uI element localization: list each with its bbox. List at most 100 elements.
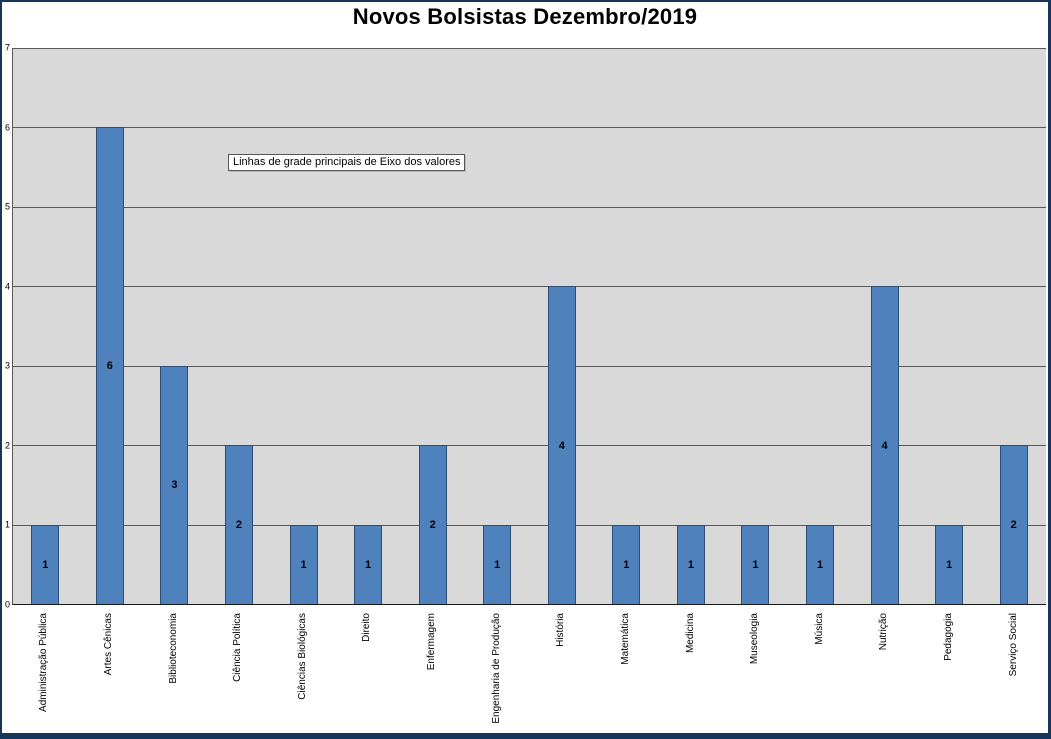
data-label: 2	[235, 519, 243, 532]
x-label-slot: Ciências Biológicas	[271, 606, 336, 733]
bar-slot: 4	[530, 48, 595, 604]
bar-slot: 4	[852, 48, 917, 604]
bar[interactable]: 1	[354, 524, 383, 604]
data-label: 4	[881, 439, 888, 452]
data-label: 1	[946, 558, 953, 571]
y-tick-label: 3	[4, 360, 10, 371]
data-label: 1	[365, 558, 372, 571]
y-tick-label: 5	[4, 201, 10, 212]
x-axis-category-label: Nutrição	[878, 613, 890, 651]
x-label-slot: Museologia	[723, 606, 788, 733]
x-axis-category-label: Museologia	[749, 613, 761, 665]
x-axis-category-label: Música	[813, 613, 825, 645]
bar-slot: 1	[723, 48, 788, 604]
bars-row: 1 6 3 2 1 1 2 1 4 1 1 1 1 4 1 2	[13, 48, 1046, 604]
x-label-slot: Enfermagem	[400, 606, 465, 733]
bar-slot: 2	[207, 48, 272, 604]
y-tick-label: 0	[4, 599, 10, 610]
gridline-tooltip: Linhas de grade principais de Eixo dos v…	[228, 154, 466, 171]
x-axis-category-label: Serviço Social	[1007, 613, 1019, 677]
data-label: 1	[623, 558, 630, 571]
bar-slot: 1	[788, 48, 853, 604]
bar-slot: 6	[78, 48, 143, 604]
x-axis-category-label: Medicina	[684, 613, 696, 654]
x-label-slot: Música	[788, 606, 853, 733]
x-axis-category-label: Engenharia de Produção	[490, 613, 502, 724]
bar-slot: 1	[271, 48, 336, 604]
data-label: 1	[300, 558, 307, 571]
bar[interactable]: 1	[483, 524, 512, 604]
x-label-slot: Pedagogia	[917, 606, 982, 733]
y-tick-label: 4	[4, 281, 10, 292]
x-label-slot: Matemática	[594, 606, 659, 733]
bar[interactable]: 2	[418, 445, 447, 604]
data-label: 1	[752, 558, 759, 571]
bar[interactable]: 1	[806, 524, 835, 604]
bar-slot: 1	[594, 48, 659, 604]
bar[interactable]: 1	[741, 524, 770, 604]
x-axis-category-label: Pedagogia	[943, 613, 955, 661]
y-tick-label: 6	[4, 122, 10, 133]
bar-slot: 1	[465, 48, 530, 604]
data-label: 1	[42, 558, 49, 571]
data-label: 3	[171, 479, 178, 492]
bar[interactable]: 1	[31, 524, 60, 604]
x-axis-labels: Administração Pública Artes Cênicas Biblio…	[12, 606, 1046, 733]
bar-slot: 1	[336, 48, 401, 604]
bar-slot: 1	[659, 48, 724, 604]
x-label-slot: História	[529, 606, 594, 733]
y-tick-label: 7	[4, 42, 10, 53]
x-label-slot: Direito	[335, 606, 400, 733]
bar-slot: 2	[400, 48, 465, 604]
bar[interactable]: 2	[999, 445, 1028, 604]
gridline	[13, 365, 1046, 367]
data-label: 1	[687, 558, 694, 571]
plot-area[interactable]: 1 6 3 2 1 1 2 1 4 1 1 1 1 4 1 2 Linhas de grade princip…	[12, 48, 1046, 605]
data-label: 2	[1010, 519, 1017, 532]
bar-slot: 3	[142, 48, 207, 604]
data-label: 1	[494, 558, 501, 571]
gridline	[13, 286, 1046, 288]
data-label: 2	[429, 519, 436, 532]
bar[interactable]: 6	[95, 127, 124, 604]
x-axis-category-label: Artes Cênicas	[102, 613, 114, 676]
x-axis-category-label: Ciência Política	[232, 613, 244, 682]
x-label-slot: Artes Cênicas	[77, 606, 142, 733]
x-label-slot: Engenharia de Produção	[464, 606, 529, 733]
bar[interactable]: 1	[935, 524, 964, 604]
bar-slot: 1	[917, 48, 982, 604]
x-label-slot: Nutrição	[852, 606, 917, 733]
gridline	[13, 445, 1046, 447]
y-tick-label: 2	[4, 440, 10, 451]
x-axis-category-label: Direito	[361, 613, 373, 642]
bar-slot: 2	[981, 48, 1046, 604]
bar[interactable]: 4	[547, 286, 576, 604]
x-axis-category-label: Matemática	[619, 613, 631, 665]
x-label-slot: Administração Pública	[12, 606, 77, 733]
bar-slot: 1	[13, 48, 78, 604]
x-label-slot: Serviço Social	[981, 606, 1046, 733]
bar[interactable]: 1	[676, 524, 705, 604]
x-axis-category-label: Enfermagem	[426, 613, 438, 671]
gridline	[13, 48, 1046, 49]
bar[interactable]: 1	[612, 524, 641, 604]
y-tick-label: 1	[4, 519, 10, 530]
x-axis-category-label: Administração Pública	[38, 613, 50, 712]
bar[interactable]: 3	[160, 365, 189, 604]
bar[interactable]: 2	[224, 445, 253, 604]
data-label: 6	[106, 360, 113, 373]
gridline	[13, 206, 1046, 208]
x-axis-category-label: Biblioteconomia	[167, 613, 179, 684]
x-label-slot: Medicina	[658, 606, 723, 733]
x-axis-category-label: História	[555, 613, 567, 647]
y-axis-labels: 0 1 2 3 4 5 6 7	[2, 43, 10, 609]
bar[interactable]: 1	[289, 524, 318, 604]
gridline	[13, 524, 1046, 526]
data-label: 1	[816, 558, 824, 571]
x-label-slot: Ciência Política	[206, 606, 271, 733]
x-label-slot: Biblioteconomia	[141, 606, 206, 733]
chart-title: Novos Bolsistas Dezembro/2019	[352, 4, 698, 29]
x-axis-category-label: Ciências Biológicas	[296, 613, 308, 700]
bar[interactable]: 4	[870, 286, 899, 604]
